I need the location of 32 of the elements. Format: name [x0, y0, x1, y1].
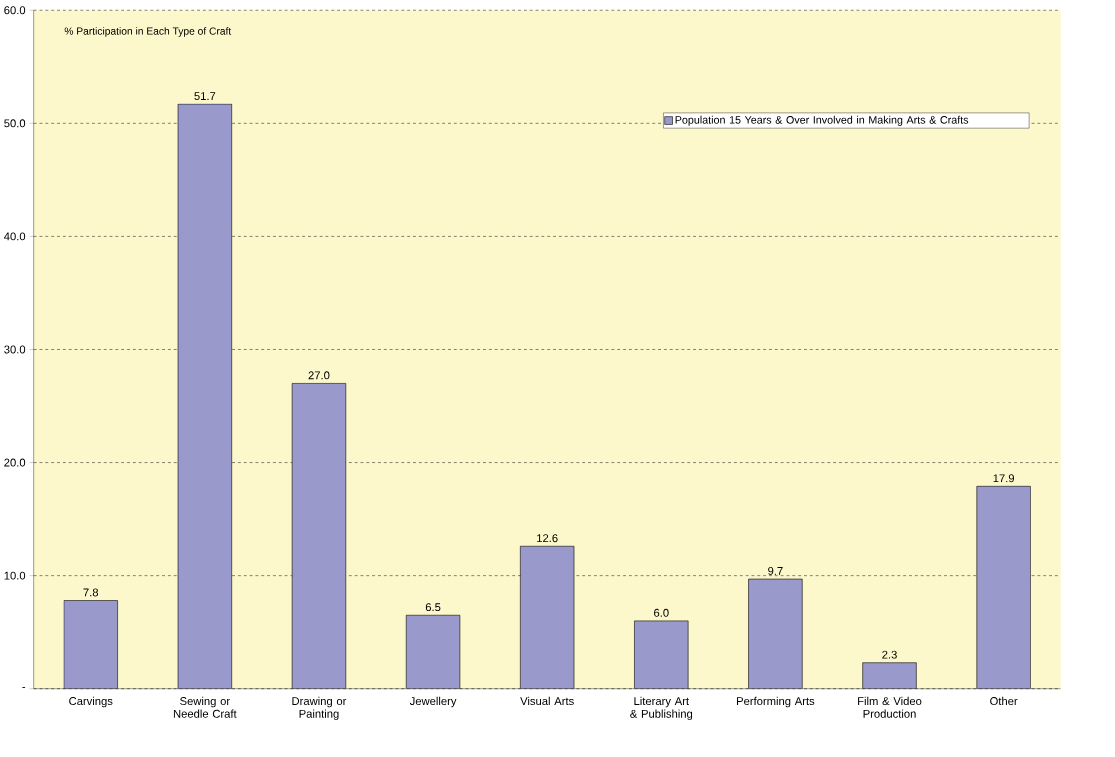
data-label: 27.0 — [308, 371, 330, 380]
y-tick-label: 10.0 — [4, 571, 26, 580]
data-label: 6.5 — [425, 603, 441, 612]
bar — [405, 615, 461, 689]
bar — [748, 578, 803, 689]
x-tick-label: Performing Arts — [737, 697, 815, 708]
bar — [634, 620, 689, 689]
y-tick-label: 30.0 — [4, 345, 26, 354]
text: % Participation in Each Type of Craft — [64, 27, 232, 37]
legend-label: Population 15 Years & Over Involved in Making Arts & Crafts — [675, 116, 969, 127]
y-tick-label: 40.0 — [4, 232, 26, 241]
x-tick-label: Drawing or Painting — [292, 697, 347, 721]
x-tick-label: Sewing or Needle Craft — [173, 697, 237, 718]
data-label: 51.7 — [194, 92, 216, 101]
x-tick-label: Literary Art & Publishing — [630, 697, 693, 721]
y-tick-label: 20.0 — [4, 458, 26, 467]
data-label: 17.9 — [993, 474, 1015, 483]
data-label: 12.6 — [537, 534, 558, 543]
x-tick-label: Visual Arts — [520, 697, 574, 706]
data-label: 6.0 — [654, 609, 669, 617]
data-label: 7.8 — [83, 588, 99, 597]
y-tick-label: 60.0 — [4, 6, 26, 15]
x-tick-label: Film & Video Production — [858, 697, 922, 718]
x-tick-label: Other — [990, 697, 1018, 706]
y-tick-label: - — [22, 687, 26, 689]
x-tick-label: Jewellery — [409, 697, 457, 708]
x-tick-label: Carvings — [69, 697, 113, 708]
bar — [63, 600, 118, 689]
data-label: 2.3 — [882, 650, 897, 659]
bar — [862, 662, 917, 689]
y-tick-label: 50.0 — [4, 119, 26, 128]
data-label: 9.7 — [768, 567, 783, 576]
